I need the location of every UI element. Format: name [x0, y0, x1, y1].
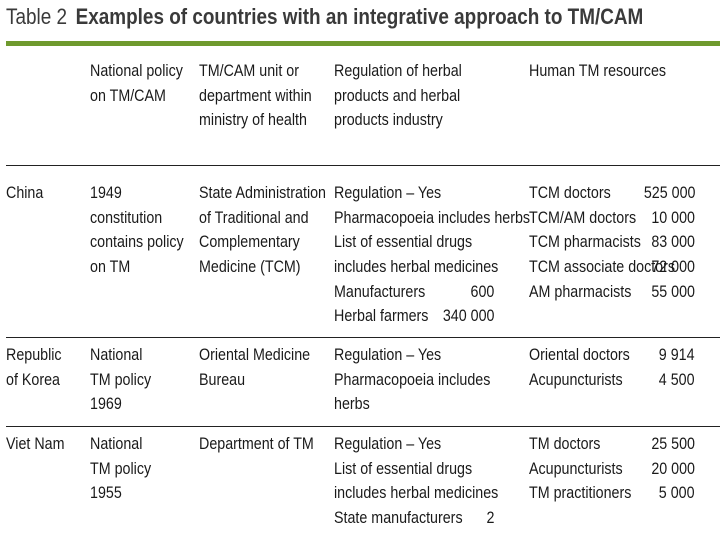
regulation-cell: Regulation – Yes List of essential drugs… [334, 434, 499, 528]
title-rule [6, 41, 720, 46]
unit-cell: State Administration of Traditional and … [199, 183, 327, 277]
policy-cell: National TM policy 1955 [90, 434, 152, 503]
row-divider [6, 337, 720, 338]
header-regulation: Regulation of herbal products and herbal… [334, 61, 462, 130]
table-number: Table 2 [6, 4, 68, 29]
policy-cell: National TM policy 1969 [90, 345, 152, 414]
country-cell: Republic of Korea [6, 345, 62, 389]
row-divider [6, 426, 720, 427]
country-cell: Viet Nam [6, 434, 65, 453]
table-title: Table 2 Examples of countries with an int… [6, 4, 643, 30]
header-policy: National policy on TM/CAM [90, 61, 183, 105]
row-divider [6, 165, 720, 166]
regulation-cell: Regulation – Yes Pharmacopoeia includes … [334, 345, 491, 414]
header-resources: Human TM resources [529, 61, 667, 80]
table-caption: Examples of countries with an integrativ… [75, 4, 644, 29]
policy-cell: 1949 constitution contains policy on TM [90, 183, 184, 277]
country-cell: China [6, 183, 44, 202]
unit-cell: Department of TM [199, 434, 314, 453]
header-unit: TM/CAM unit or department within ministr… [199, 61, 312, 130]
unit-cell: Oriental Medicine Bureau [199, 345, 311, 389]
resources-cell: TCM doctors 525 000 TCM/AM doctors 10 000 … [529, 183, 695, 301]
resources-cell: TM doctors 25 500 Acupuncturists 20 000 TM… [529, 434, 695, 503]
regulation-cell: Regulation – Yes Pharmacopoeia includes … [334, 183, 531, 326]
resources-cell: Oriental doctors 9 914 Acupuncturists 4 50… [529, 345, 695, 389]
